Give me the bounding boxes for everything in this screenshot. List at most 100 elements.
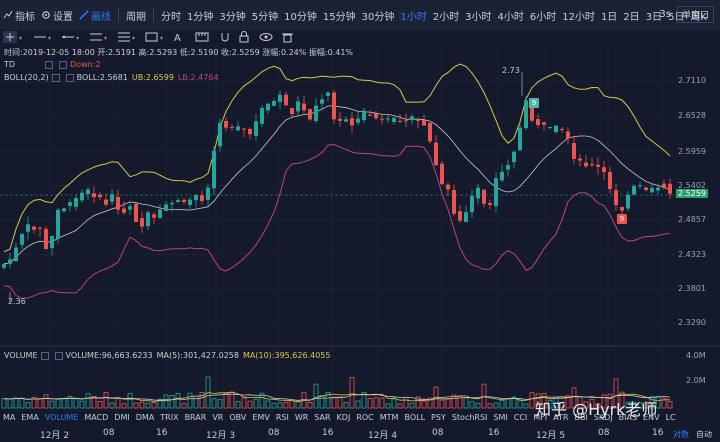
- period-15[interactable]: 3日: [645, 11, 663, 23]
- volume-bar: [361, 391, 367, 409]
- settings-button[interactable]: 设置: [41, 8, 73, 23]
- period-1[interactable]: 1分钟: [187, 11, 214, 23]
- candle: [368, 114, 372, 116]
- indicator-tab-wr[interactable]: WR: [294, 413, 309, 422]
- trash-icon[interactable]: [282, 33, 293, 43]
- indicator-tab-sar[interactable]: SAR: [314, 413, 331, 422]
- indicator-tab-psy[interactable]: PSY: [431, 413, 446, 422]
- period-16[interactable]: 5日: [668, 11, 685, 23]
- indicator-tab-obv[interactable]: OBV: [229, 413, 247, 422]
- indicator-tab-roc[interactable]: ROC: [356, 413, 374, 422]
- period-8[interactable]: 2小时: [432, 11, 460, 23]
- indicator-tab-atr[interactable]: ATR: [553, 413, 569, 422]
- indicator-tab-bbi[interactable]: BBI: [574, 413, 588, 422]
- period-0[interactable]: 分时: [161, 11, 181, 23]
- candle: [176, 200, 180, 203]
- eye-icon[interactable]: [259, 33, 273, 41]
- chevron-down-icon[interactable]: ▾: [160, 35, 163, 42]
- candle: [296, 101, 300, 112]
- volume-bar: [331, 396, 337, 409]
- volume-bar: [193, 395, 199, 409]
- divider: [118, 8, 119, 22]
- volume-bar: [259, 392, 265, 409]
- chart-mode-select[interactable]: 单窗口: [676, 6, 714, 23]
- indicator-tab-boll[interactable]: BOLL: [404, 413, 426, 422]
- candle: [14, 247, 18, 262]
- chevron-down-icon[interactable]: ▾: [104, 35, 107, 42]
- period-17[interactable]: 周K: [690, 11, 707, 23]
- indicator-tab-macd[interactable]: MACD: [84, 413, 109, 422]
- indicator-tab-dmi[interactable]: DMI: [114, 413, 130, 422]
- candle: [530, 104, 534, 121]
- candle: [62, 208, 66, 212]
- candle: [464, 212, 468, 222]
- close-icon[interactable]: [65, 73, 74, 82]
- period-13[interactable]: 1日: [600, 11, 618, 23]
- chevron-down-icon[interactable]: ▾: [132, 35, 135, 42]
- channel-tool-icon[interactable]: [90, 33, 102, 41]
- chevron-down-icon[interactable]: ▾: [76, 35, 79, 42]
- indicator-tab-stochrsi[interactable]: StochRSI: [451, 413, 488, 422]
- indicator-tab-ema[interactable]: EMA: [21, 413, 39, 422]
- period-9[interactable]: 3小时: [465, 11, 492, 23]
- indicator-tab-smi[interactable]: SMI: [493, 413, 508, 422]
- visibility-toggle[interactable]: [51, 73, 60, 82]
- candle: [164, 204, 168, 211]
- period-3[interactable]: 5分钟: [251, 11, 279, 23]
- svg-text:A: A: [174, 33, 181, 44]
- candle: [272, 101, 276, 106]
- period-6[interactable]: 30分钟: [361, 11, 395, 23]
- volume-bar: [61, 398, 67, 409]
- indicator-tab-mtm[interactable]: MTM: [379, 413, 399, 422]
- magnet-icon[interactable]: [221, 33, 229, 42]
- period-4[interactable]: 10分钟: [284, 11, 317, 23]
- period-14[interactable]: 2日: [623, 11, 640, 23]
- boll-upper-band: [3, 63, 671, 253]
- draw-button[interactable]: 画线: [79, 8, 111, 23]
- fib-tool-icon[interactable]: [118, 32, 130, 42]
- ray-tool-icon[interactable]: [62, 35, 74, 39]
- indicator-tab-cci[interactable]: CCI: [513, 413, 528, 422]
- measure-tool-icon[interactable]: [195, 32, 209, 42]
- indicator-tab-rsi[interactable]: RSI: [275, 413, 289, 422]
- indicator-tab-lc[interactable]: LC: [665, 413, 676, 422]
- close-icon[interactable]: [59, 60, 68, 69]
- visibility-toggle[interactable]: [45, 60, 54, 69]
- indicator-tab-ma[interactable]: MA: [3, 413, 16, 422]
- period-12[interactable]: 12小时: [562, 11, 595, 23]
- candle: [548, 127, 552, 129]
- indicator-tab-volume[interactable]: VOLUME: [44, 413, 79, 422]
- auto-scale-toggle[interactable]: 自动: [696, 430, 712, 439]
- chevron-down-icon[interactable]: ▾: [48, 35, 51, 42]
- period-7[interactable]: 1小时: [400, 11, 427, 23]
- period-5[interactable]: 15分钟: [322, 11, 356, 23]
- indicator-tab-skdj[interactable]: SKDJ: [593, 413, 613, 422]
- visibility-toggle[interactable]: [40, 351, 49, 360]
- crosshair-tool-icon[interactable]: [3, 31, 17, 43]
- period-10[interactable]: 4小时: [497, 11, 524, 23]
- indicator-tab-mfi[interactable]: MFI: [533, 413, 548, 422]
- period-11[interactable]: 6小时: [529, 11, 557, 23]
- chevron-down-icon[interactable]: ▾: [19, 35, 22, 42]
- indicator-tab-brar[interactable]: BRAR: [184, 413, 207, 422]
- volume-bar: [43, 394, 49, 409]
- refresh-interval[interactable]: 3s: [659, 9, 671, 20]
- close-icon[interactable]: [54, 351, 63, 360]
- candle: [512, 151, 516, 163]
- indicator-tab-trix[interactable]: TRIX: [160, 413, 179, 422]
- rectangle-tool-icon[interactable]: [145, 32, 158, 42]
- indicator-tab-env[interactable]: ENV: [643, 413, 660, 422]
- indicators-button[interactable]: 指标: [3, 8, 35, 23]
- indicator-tab-dma[interactable]: DMA: [135, 413, 155, 422]
- log-scale-toggle[interactable]: 对数: [673, 430, 689, 439]
- indicator-tab-vr[interactable]: VR: [212, 413, 224, 422]
- boll-ub-value: UB:2.6599: [131, 73, 174, 82]
- period-2[interactable]: 3分钟: [219, 11, 246, 23]
- indicator-tab-bias[interactable]: BIAS: [618, 413, 638, 422]
- indicator-tab-kdj[interactable]: KDJ: [336, 413, 351, 422]
- candle: [320, 99, 324, 104]
- indicator-tab-emv[interactable]: EMV: [252, 413, 270, 422]
- lock-icon[interactable]: [239, 31, 249, 43]
- text-tool-icon[interactable]: A: [174, 33, 181, 44]
